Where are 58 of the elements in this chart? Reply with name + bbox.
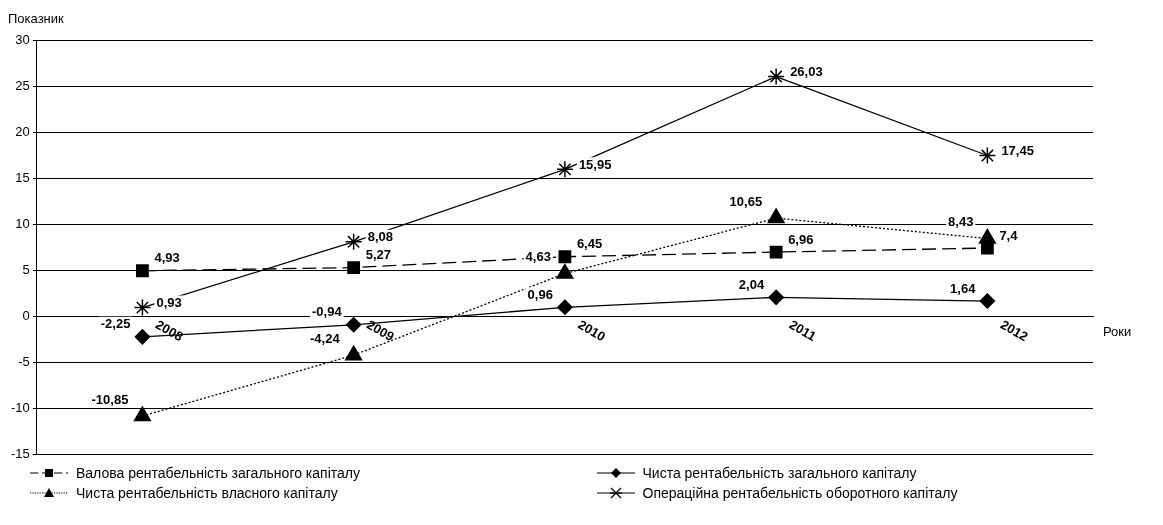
legend-label: Валова рентабельність загального капіталу <box>76 465 360 481</box>
data-label: 10,65 <box>729 193 763 209</box>
point <box>978 146 997 165</box>
x-tick-label: 2009 <box>364 316 397 345</box>
data-label: 17,45 <box>1001 143 1034 159</box>
data-label: 0,96 <box>527 286 553 302</box>
point <box>769 245 783 259</box>
data-label: 6,45 <box>576 236 603 252</box>
data-label: 6,96 <box>788 231 814 247</box>
y-tick-label: 5 <box>22 261 30 277</box>
data-label: -0,94 <box>312 304 343 320</box>
x-tick-label: 2010 <box>575 316 609 345</box>
point <box>768 289 784 306</box>
x-tick-label: 2008 <box>153 316 186 345</box>
data-label: 7,4 <box>999 227 1019 243</box>
point <box>767 67 785 86</box>
y-tick-label: 15 <box>15 169 30 185</box>
y-tick-label: 25 <box>15 77 30 93</box>
data-label: 1,64 <box>950 280 977 296</box>
legend-label: Чиста рентабельність власного капіталу <box>76 485 338 501</box>
point <box>980 241 994 255</box>
data-label: 2,04 <box>738 276 765 292</box>
data-label: 4,93 <box>154 250 180 266</box>
legend-label: Чиста рентабельність загального капіталу <box>642 465 917 481</box>
point <box>344 233 363 251</box>
data-label: 0,93 <box>156 295 182 311</box>
data-label: -10,85 <box>91 391 129 407</box>
y-axis-title: Показник <box>8 11 65 27</box>
data-label: 5,27 <box>365 247 391 263</box>
x-tick-label: 2012 <box>998 316 1031 345</box>
point <box>558 250 572 264</box>
legend-label: Операційна рентабельність оборотного капіталу <box>642 485 958 501</box>
point <box>345 345 363 361</box>
point <box>557 299 573 316</box>
data-label: 26,03 <box>790 64 823 80</box>
point <box>556 160 574 179</box>
data-label: 8,08 <box>367 229 393 245</box>
x-axis-title: Роки <box>1103 323 1132 339</box>
point <box>133 406 151 422</box>
data-label: 15,95 <box>578 156 612 172</box>
point <box>347 261 361 275</box>
y-tick-label: -15 <box>10 445 30 461</box>
y-tick-label: 10 <box>15 215 30 231</box>
data-label: -2,25 <box>100 316 131 332</box>
y-tick-label: 0 <box>22 307 30 323</box>
y-tick-label: 20 <box>15 123 30 139</box>
point <box>345 317 362 333</box>
x-tick-label: 2011 <box>786 316 819 344</box>
point <box>136 264 149 278</box>
data-label: 8,43 <box>948 214 974 230</box>
data-label: 4,63 <box>525 249 551 265</box>
point <box>134 329 151 345</box>
point <box>979 293 996 309</box>
data-label: -4,24 <box>310 330 341 346</box>
y-tick-label: -10 <box>10 399 30 415</box>
y-tick-label: 30 <box>15 31 30 47</box>
point <box>133 298 152 317</box>
y-tick-label: -5 <box>18 353 30 369</box>
